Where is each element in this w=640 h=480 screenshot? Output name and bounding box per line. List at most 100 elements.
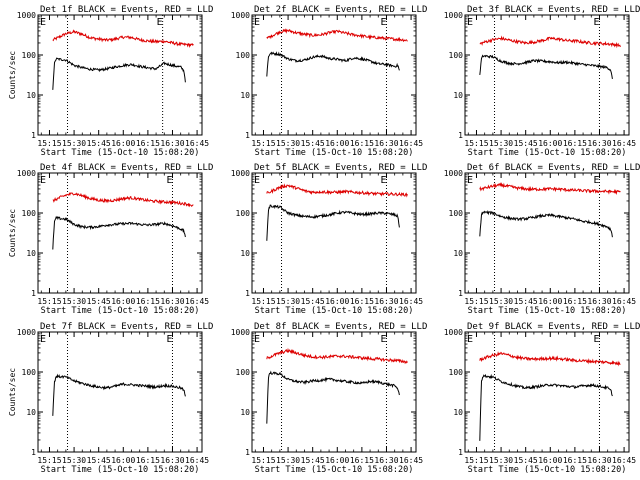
series-line-events (266, 370, 400, 424)
plot-frame (37, 172, 203, 294)
x-tick-label: 16:45 (612, 456, 636, 465)
x-axis-label: Start Time (15-Oct-10 15:08:20) (41, 306, 200, 316)
plot-frame (251, 14, 417, 136)
x-tick-label: 16:00 (538, 456, 562, 465)
y-axis-label: Counts/sec (8, 51, 17, 99)
chart-title: Det 7f BLACK = Events, RED = LLD (40, 322, 213, 332)
x-tick-label: 16:15 (350, 456, 374, 465)
chart-panel-8: Det 8f BLACK = Events, RED = LLD 1 10 100 10… (231, 322, 428, 475)
x-tick-label: 16:15 (563, 297, 587, 306)
series-line-events (479, 210, 613, 238)
x-tick-label: 16:15 (136, 139, 160, 148)
series-line-lld (266, 28, 408, 43)
event-marker-label: E (157, 17, 163, 28)
x-tick-label: 16:45 (612, 297, 636, 306)
plot-frame (251, 172, 417, 294)
x-tick-label: 15:45 (514, 139, 538, 148)
series-line-events (52, 215, 186, 250)
chart-title: Det 9f BLACK = Events, RED = LLD (467, 322, 640, 332)
y-tick-label: 100 (449, 209, 464, 218)
x-tick-label: 16:30 (587, 456, 611, 465)
chart-title: Det 1f BLACK = Events, RED = LLD (40, 5, 213, 15)
x-axis-label: Start Time (15-Oct-10 15:08:20) (255, 148, 414, 158)
plot-frame (37, 14, 203, 136)
y-tick-label: 1000 (17, 11, 36, 20)
chart-title: Det 8f BLACK = Events, RED = LLD (254, 322, 427, 332)
y-tick-label: 100 (22, 368, 37, 377)
series-line-events (479, 54, 613, 79)
event-marker-label: E (380, 17, 386, 28)
series-line-events (266, 51, 400, 77)
x-axis-label: Start Time (15-Oct-10 15:08:20) (41, 465, 200, 475)
event-marker-label: E (40, 175, 46, 186)
series-line-events (52, 57, 186, 90)
x-tick-label: 16:30 (160, 139, 184, 148)
plot-frame (37, 331, 203, 453)
x-tick-label: 16:00 (538, 297, 562, 306)
y-tick-label: 1000 (17, 169, 36, 178)
plot-frame (464, 14, 630, 136)
x-axis-label: Start Time (15-Oct-10 15:08:20) (468, 465, 627, 475)
x-tick-label: 15:15 (464, 139, 488, 148)
chart-title: Det 3f BLACK = Events, RED = LLD (467, 5, 640, 15)
series-line-events (479, 373, 613, 441)
x-tick-label: 16:30 (374, 456, 398, 465)
x-axis-label: Start Time (15-Oct-10 15:08:20) (468, 148, 627, 158)
series-line-lld (52, 29, 194, 48)
series-line-lld (479, 182, 621, 196)
y-tick-label: 10 (26, 249, 36, 258)
y-tick-label: 10 (453, 91, 463, 100)
event-marker-label: E (593, 334, 599, 345)
x-tick-label: 15:45 (301, 139, 325, 148)
x-tick-label: 16:00 (538, 139, 562, 148)
y-tick-label: 1 (245, 131, 250, 140)
y-tick-label: 10 (240, 249, 250, 258)
x-tick-label: 15:30 (489, 456, 513, 465)
y-axis-label: Counts/sec (8, 368, 17, 416)
x-tick-label: 15:45 (301, 456, 325, 465)
y-tick-label: 1 (458, 131, 463, 140)
y-tick-label: 1000 (444, 169, 463, 178)
event-marker-label: E (254, 17, 260, 28)
chart-panel-4: Det 4f BLACK = Events, RED = LLD 1 10 100 10… (8, 163, 213, 316)
y-tick-label: 1000 (231, 328, 250, 337)
x-tick-label: 16:00 (325, 139, 349, 148)
y-tick-label: 1000 (444, 11, 463, 20)
x-tick-label: 15:30 (489, 139, 513, 148)
y-tick-label: 1000 (444, 328, 463, 337)
x-tick-label: 16:30 (374, 139, 398, 148)
y-tick-label: 10 (26, 408, 36, 417)
series-line-lld (266, 183, 408, 198)
x-tick-label: 15:15 (37, 456, 61, 465)
x-tick-label: 15:45 (301, 297, 325, 306)
x-tick-label: 15:45 (87, 139, 111, 148)
x-tick-label: 16:00 (325, 297, 349, 306)
event-marker-label: E (467, 175, 473, 186)
x-tick-label: 15:45 (87, 297, 111, 306)
y-tick-label: 1 (245, 289, 250, 298)
chart-panel-9: Det 9f BLACK = Events, RED = LLD 1 10 100 10… (444, 322, 640, 475)
x-tick-label: 16:30 (160, 456, 184, 465)
x-tick-label: 15:15 (464, 297, 488, 306)
x-tick-label: 16:15 (563, 139, 587, 148)
event-marker-label: E (467, 334, 473, 345)
event-marker-label: E (380, 175, 386, 186)
x-tick-label: 15:45 (514, 297, 538, 306)
y-tick-label: 100 (236, 51, 251, 60)
y-tick-label: 1000 (17, 328, 36, 337)
x-tick-label: 16:30 (374, 297, 398, 306)
x-tick-label: 15:15 (251, 139, 275, 148)
chart-panel-3: Det 3f BLACK = Events, RED = LLD 1 10 100 10… (444, 5, 640, 158)
y-tick-label: 10 (453, 408, 463, 417)
x-tick-label: 16:00 (111, 139, 135, 148)
y-tick-label: 1 (31, 289, 36, 298)
x-tick-label: 16:45 (185, 456, 209, 465)
x-tick-label: 16:45 (399, 297, 423, 306)
y-tick-label: 1 (458, 289, 463, 298)
series-line-lld (52, 191, 194, 208)
y-tick-label: 1 (245, 448, 250, 457)
x-axis-label: Start Time (15-Oct-10 15:08:20) (255, 306, 414, 316)
x-tick-label: 16:45 (185, 139, 209, 148)
x-tick-label: 15:30 (276, 297, 300, 306)
